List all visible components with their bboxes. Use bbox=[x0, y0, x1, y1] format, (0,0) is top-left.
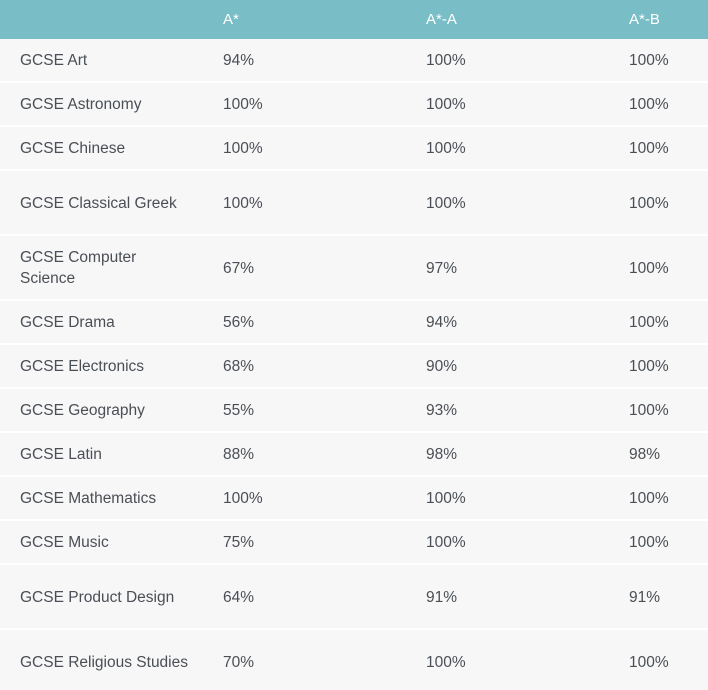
a-star-a-cell: 94% bbox=[426, 314, 458, 331]
table-row: GCSE Religious Studies 70% 100% 100% bbox=[0, 629, 708, 690]
subject-cell: GCSE Drama bbox=[20, 314, 115, 331]
a-star-a-cell: 98% bbox=[426, 446, 458, 463]
subject-cell: GCSE Electronics bbox=[20, 358, 145, 375]
subject-cell: GCSE Astronomy bbox=[20, 96, 142, 113]
a-star-b-cell: 100% bbox=[629, 194, 669, 212]
subject-cell: GCSE Music bbox=[20, 534, 109, 551]
a-star-a-cell: 97% bbox=[426, 259, 458, 277]
header-subject bbox=[0, 0, 203, 39]
a-star-b-cell: 100% bbox=[629, 140, 669, 157]
subject-cell: GCSE Mathematics bbox=[20, 490, 157, 507]
table-header: A* A*-A A*-B bbox=[0, 0, 708, 39]
a-star-cell: 100% bbox=[223, 490, 263, 507]
a-star-cell: 68% bbox=[223, 358, 255, 375]
table-row: GCSE Latin 88% 98% 98% bbox=[0, 432, 708, 476]
a-star-b-cell: 100% bbox=[629, 96, 669, 113]
header-a-star-b: A*-B bbox=[629, 11, 660, 28]
a-star-cell: 100% bbox=[223, 194, 263, 212]
a-star-cell: 64% bbox=[223, 588, 255, 606]
table-row: GCSE Astronomy 100% 100% 100% bbox=[0, 82, 708, 126]
table-row: GCSE Art 94% 100% 100% bbox=[0, 39, 708, 82]
a-star-cell: 75% bbox=[223, 534, 255, 551]
a-star-cell: 67% bbox=[223, 259, 255, 277]
header-a-star: A* bbox=[223, 11, 239, 28]
a-star-cell: 88% bbox=[223, 446, 255, 463]
a-star-cell: 100% bbox=[223, 140, 263, 157]
header-row: A* A*-A A*-B bbox=[0, 0, 708, 39]
table-row: GCSE Chinese 100% 100% 100% bbox=[0, 126, 708, 170]
a-star-a-cell: 100% bbox=[426, 140, 466, 157]
a-star-b-cell: 98% bbox=[629, 446, 661, 463]
a-star-cell: 94% bbox=[223, 52, 255, 69]
a-star-b-cell: 91% bbox=[629, 588, 661, 606]
table-row: GCSE Mathematics 100% 100% 100% bbox=[0, 476, 708, 520]
subject-cell: GCSE Religious Studies bbox=[20, 653, 188, 671]
a-star-b-cell: 100% bbox=[629, 534, 669, 551]
table-row: GCSE Geography 55% 93% 100% bbox=[0, 388, 708, 432]
header-a-star-a: A*-A bbox=[426, 11, 457, 28]
a-star-a-cell: 100% bbox=[426, 194, 466, 212]
a-star-a-cell: 100% bbox=[426, 534, 466, 551]
table-row: GCSE Classical Greek 100% 100% 100% bbox=[0, 170, 708, 235]
a-star-cell: 70% bbox=[223, 653, 255, 671]
a-star-a-cell: 100% bbox=[426, 653, 466, 671]
a-star-b-cell: 100% bbox=[629, 314, 669, 331]
a-star-b-cell: 100% bbox=[629, 402, 669, 419]
a-star-b-cell: 100% bbox=[629, 52, 669, 69]
table-row: GCSE Computer Science 67% 97% 100% bbox=[0, 235, 708, 300]
a-star-a-cell: 90% bbox=[426, 358, 458, 375]
table-body: GCSE Art 94% 100% 100% GCSE Astronomy 10… bbox=[0, 39, 708, 690]
subject-cell: GCSE Art bbox=[20, 52, 88, 69]
a-star-b-cell: 100% bbox=[629, 490, 669, 507]
a-star-a-cell: 93% bbox=[426, 402, 458, 419]
subject-cell: GCSE Geography bbox=[20, 402, 145, 419]
a-star-b-cell: 100% bbox=[629, 259, 669, 277]
a-star-a-cell: 100% bbox=[426, 490, 466, 507]
a-star-b-cell: 100% bbox=[629, 358, 669, 375]
table-row: GCSE Music 75% 100% 100% bbox=[0, 520, 708, 564]
subject-cell: GCSE Latin bbox=[20, 446, 102, 463]
a-star-a-cell: 100% bbox=[426, 96, 466, 113]
a-star-b-cell: 100% bbox=[629, 653, 669, 671]
table-row: GCSE Electronics 68% 90% 100% bbox=[0, 344, 708, 388]
table-row: GCSE Product Design 64% 91% 91% bbox=[0, 564, 708, 629]
a-star-cell: 56% bbox=[223, 314, 255, 331]
a-star-a-cell: 91% bbox=[426, 588, 458, 606]
a-star-a-cell: 100% bbox=[426, 52, 466, 69]
subject-cell: GCSE Computer Science bbox=[20, 249, 137, 287]
a-star-cell: 100% bbox=[223, 96, 263, 113]
subject-cell: GCSE Classical Greek bbox=[20, 194, 177, 212]
a-star-cell: 55% bbox=[223, 402, 255, 419]
subject-cell: GCSE Chinese bbox=[20, 140, 126, 157]
subject-cell: GCSE Product Design bbox=[20, 588, 175, 606]
table-row: GCSE Drama 56% 94% 100% bbox=[0, 300, 708, 344]
